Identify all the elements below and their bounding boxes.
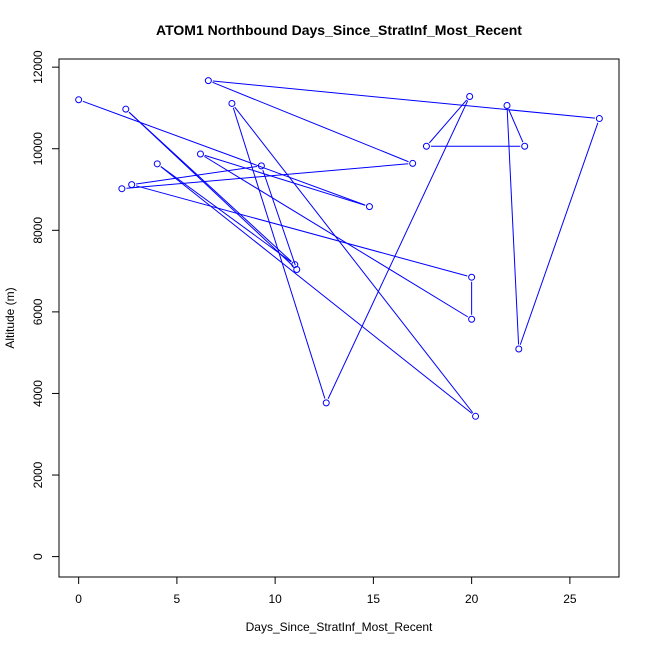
x-tick-label: 0: [75, 592, 82, 606]
x-tick-label: 10: [268, 592, 282, 606]
data-point: [468, 273, 476, 281]
data-point: [118, 185, 126, 193]
y-tick-label: 6000: [31, 298, 45, 325]
data-point: [466, 93, 474, 101]
series-segment: [519, 122, 599, 345]
series-segment: [204, 154, 366, 206]
y-tick-label: 4000: [31, 380, 45, 407]
y-tick-label: 2000: [31, 461, 45, 488]
series-segment: [160, 166, 292, 263]
data-point: [503, 101, 511, 109]
data-point: [521, 142, 529, 150]
x-axis: 0 5 10 15 20 25: [75, 576, 577, 606]
data-point: [153, 160, 161, 168]
data-point: [291, 261, 299, 269]
chart-title: ATOM1 Northbound Days_Since_StratInf_Mos…: [156, 22, 522, 38]
series-segment: [508, 109, 524, 143]
data-point: [515, 345, 523, 353]
data-point: [204, 77, 212, 85]
y-tick-label: 0: [31, 553, 45, 560]
series-segment: [232, 107, 326, 399]
data-point: [365, 203, 373, 211]
y-tick-label: 12000: [31, 50, 45, 84]
data-point: [75, 96, 83, 104]
series-segment: [160, 166, 473, 414]
data-point: [196, 150, 204, 158]
y-axis: 0 2000 4000 6000 8000 10000 12000: [31, 50, 60, 560]
y-tick-label: 8000: [31, 217, 45, 244]
series-segment: [327, 100, 469, 399]
data-point: [257, 162, 265, 170]
series-segment: [126, 163, 409, 189]
series-segment: [262, 169, 296, 266]
data-point: [128, 181, 136, 189]
series-segment: [135, 185, 468, 277]
y-tick-label: 10000: [31, 132, 45, 166]
data-point: [322, 399, 330, 407]
series-segment: [82, 100, 366, 206]
data-point: [409, 159, 417, 167]
x-tick-label: 25: [563, 592, 577, 606]
data-point: [122, 105, 130, 113]
series-segment: [128, 111, 292, 262]
series-layer: [75, 77, 603, 420]
y-axis-label: Altitude (m): [3, 287, 17, 348]
series-segment: [506, 109, 520, 345]
x-axis-label: Days_Since_StratInf_Most_Recent: [246, 620, 433, 634]
series-segment: [234, 106, 474, 414]
x-tick-label: 15: [367, 592, 381, 606]
data-point: [228, 99, 236, 107]
series-segment: [212, 80, 595, 119]
data-point: [422, 142, 430, 150]
plot-frame: [58, 58, 620, 578]
series-segment: [212, 81, 409, 163]
data-point: [468, 315, 476, 323]
data-point: [472, 412, 480, 420]
x-tick-label: 5: [174, 592, 181, 606]
x-tick-label: 20: [465, 592, 479, 606]
series-segment: [429, 99, 468, 144]
data-point: [595, 115, 603, 123]
